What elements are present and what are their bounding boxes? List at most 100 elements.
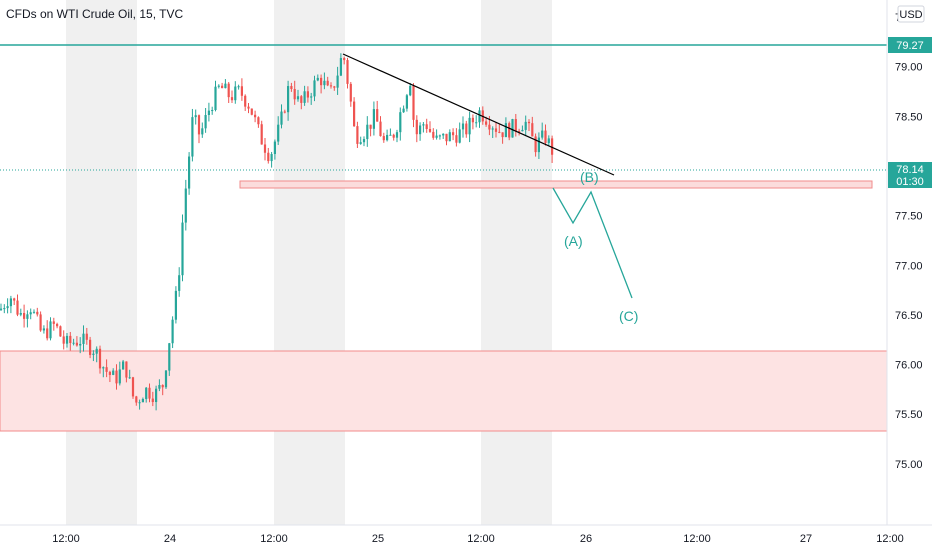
candle-down [98, 348, 102, 369]
candle-up [316, 77, 319, 81]
candle-down [115, 370, 118, 384]
candle-down [69, 335, 72, 344]
candle-up [442, 133, 445, 136]
candle-up [211, 110, 214, 112]
candle-down [36, 311, 39, 315]
candle-up [296, 96, 300, 100]
candle-up [419, 125, 422, 135]
candle-down [551, 138, 554, 155]
candle-down [471, 117, 474, 123]
price-tick-label: 75.50 [895, 409, 923, 421]
time-tick-label: 12:00 [52, 533, 80, 545]
chart-title: CFDs on WTI Crude Oil, 15, TVC [6, 7, 183, 21]
candle-up [6, 306, 9, 309]
candle-up [372, 109, 375, 129]
candle-up [9, 298, 12, 307]
time-tick-label: 12:00 [260, 533, 288, 545]
candle-down [412, 85, 415, 120]
price-tick-label: 77.50 [895, 211, 923, 223]
candle-down [485, 121, 488, 125]
candle-down [300, 96, 303, 103]
currency-badge[interactable] [897, 5, 925, 23]
candle-up [178, 275, 181, 291]
candle-up [491, 128, 494, 130]
candle-down [267, 152, 270, 162]
trendline[interactable] [342, 53, 615, 176]
candle-down [465, 123, 468, 135]
candle-down [131, 377, 135, 397]
candle-down [306, 91, 309, 98]
candle-down [320, 77, 323, 86]
candle-down [527, 121, 531, 124]
wave-label-b: (B) [580, 169, 599, 185]
candle-down [392, 134, 395, 138]
candle-up [0, 308, 3, 310]
candle-up [141, 398, 144, 403]
session-band [274, 0, 345, 525]
candle-up [339, 58, 342, 76]
candle-up [362, 139, 366, 143]
last-price-label: 78.14 [896, 164, 924, 176]
candle-up [461, 123, 465, 130]
candle-down [247, 106, 250, 109]
resistance-price-label: 79.27 [896, 40, 924, 52]
candle-down [356, 126, 359, 144]
time-tick-label: 26 [580, 533, 592, 545]
currency-label: USD [899, 9, 922, 21]
candle-up [422, 124, 425, 126]
price-tick-label: 79.00 [895, 62, 923, 74]
candle-down [353, 101, 356, 127]
candle-down [445, 133, 448, 142]
candle-up [336, 75, 339, 88]
candle-down [379, 121, 382, 137]
candle-up [438, 135, 441, 137]
candle-down [488, 124, 491, 130]
candle-up [164, 370, 168, 388]
time-tick-label: 12:00 [683, 533, 711, 545]
candle-down [544, 130, 547, 143]
wave-projection[interactable] [552, 187, 633, 299]
candle-down [346, 60, 349, 84]
candles [0, 53, 554, 411]
candle-down [376, 109, 379, 122]
candle-down [531, 123, 534, 137]
candle-down [46, 328, 49, 339]
candle-up [82, 333, 85, 344]
price-tick-label: 76.00 [895, 360, 923, 372]
support-zone[interactable] [239, 180, 873, 189]
candle-down [290, 86, 293, 90]
candle-up [174, 290, 177, 320]
candle-up [171, 319, 174, 344]
candle-up [270, 154, 273, 162]
candle-up [95, 348, 98, 354]
candle-down [108, 371, 111, 375]
candle-down [257, 117, 260, 125]
price-tick-label: 77.00 [895, 260, 923, 272]
candle-down [425, 124, 428, 130]
candle-down [254, 114, 257, 118]
demand-zone[interactable] [0, 350, 888, 432]
candle-up [395, 132, 399, 138]
candle-up [214, 86, 217, 111]
candle-down [59, 326, 62, 337]
candle-down [333, 86, 336, 88]
candle-up [204, 114, 207, 129]
price-tick-label: 75.00 [895, 459, 923, 471]
candle-down [13, 298, 16, 301]
candle-up [386, 134, 389, 141]
candle-up [118, 369, 121, 384]
candle-down [498, 131, 501, 133]
price-axis[interactable] [887, 0, 932, 525]
candle-down [514, 119, 517, 132]
candle-down [349, 83, 352, 102]
candle-up [184, 188, 187, 223]
candle-down [161, 385, 164, 388]
candle-up [19, 313, 22, 315]
candle-down [283, 111, 286, 113]
candle-down [244, 95, 247, 107]
candle-up [234, 86, 237, 101]
candle-up [280, 111, 283, 125]
candle-up [511, 119, 514, 138]
